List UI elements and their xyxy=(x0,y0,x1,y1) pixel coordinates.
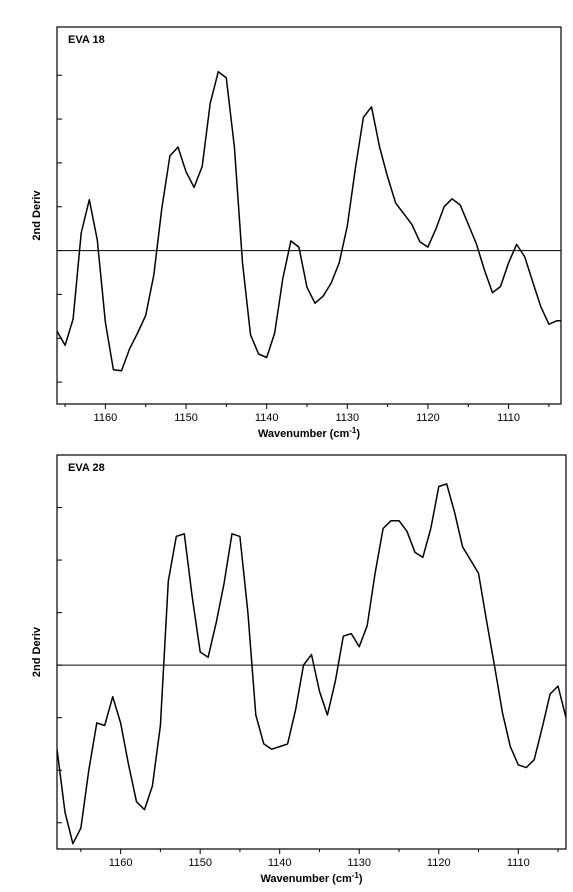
x-tick-label: 1160 xyxy=(94,412,118,424)
y-axis-label: 2nd Deriv xyxy=(31,626,43,677)
plot-frame xyxy=(56,26,562,405)
x-tick-label: 1110 xyxy=(507,857,530,869)
plot-frame xyxy=(56,454,567,850)
x-tick-label: 1160 xyxy=(109,857,133,869)
chart-panel-2: 1160 1150 1140 1130 1120 1110 EVA 28 2nd Deriv W… xyxy=(31,454,567,885)
x-axis-label: Wavenumber (cm-1) xyxy=(258,426,360,440)
x-tick-label: 1120 xyxy=(427,857,451,869)
x-tick-label: 1140 xyxy=(255,412,279,424)
chart-title: EVA 28 xyxy=(68,462,105,474)
series-line-1 xyxy=(57,70,561,372)
x-tick-label: 1130 xyxy=(347,857,371,869)
chart-title: EVA 18 xyxy=(68,34,105,46)
y-axis-label: 2nd Deriv xyxy=(31,190,43,241)
x-tick-label: 1120 xyxy=(416,412,440,424)
x-axis-label: Wavenumber (cm-1) xyxy=(260,871,362,885)
chart-panel-1: 1160 1150 1140 1130 1120 1110 EVA 18 2nd Deriv W… xyxy=(31,26,562,440)
x-tick-label: 1150 xyxy=(174,412,198,424)
x-tick-label: 1140 xyxy=(268,857,292,869)
x-tick-label: 1110 xyxy=(497,412,520,424)
x-tick-label: 1150 xyxy=(188,857,212,869)
x-tick-label: 1130 xyxy=(335,412,359,424)
series-line-1 xyxy=(57,483,566,845)
